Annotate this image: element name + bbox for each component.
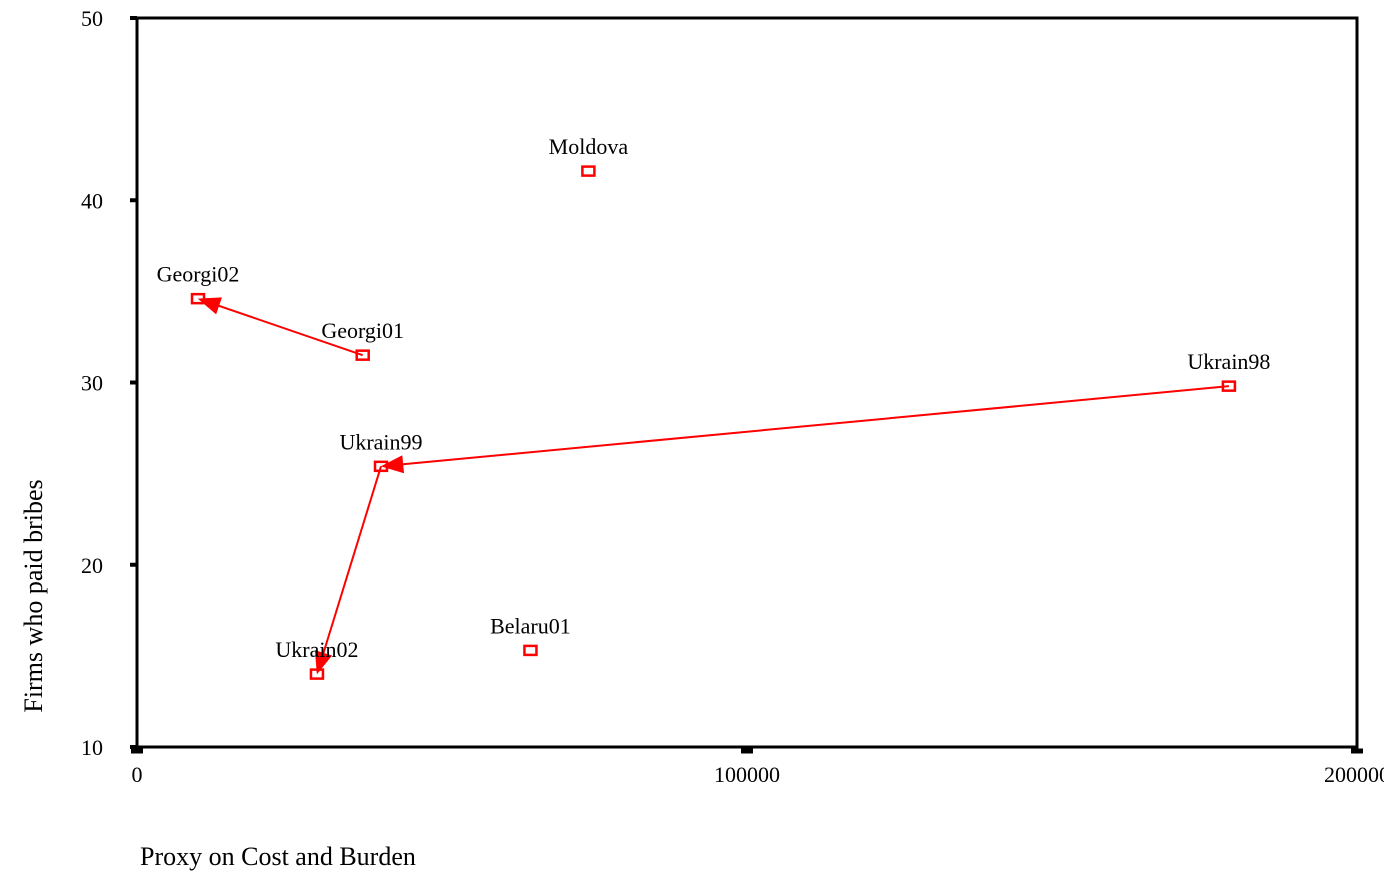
arrow-Georgi01-to-Georgi02 xyxy=(197,297,364,357)
label-Georgi01: Georgi01 xyxy=(321,318,404,343)
point-Ukrain98 xyxy=(1221,380,1237,392)
point-Georgi01 xyxy=(355,349,370,361)
axis-ticks: 10 20 30 40 50 0 100000 200000 xyxy=(81,6,1384,787)
point-labels: Moldova Georgi02 Georgi01 Ukrain98 Ukrain99 U… xyxy=(157,134,1271,662)
point-Georgi02 xyxy=(190,292,206,305)
y-tick-label: 50 xyxy=(81,6,103,31)
point-Ukrain02 xyxy=(309,668,325,680)
label-Ukrain02: Ukrain02 xyxy=(275,637,358,662)
y-tick-label: 30 xyxy=(81,371,103,396)
label-Ukrain98: Ukrain98 xyxy=(1187,349,1270,374)
arrow-Ukrain99-to-Ukrain02 xyxy=(314,466,382,675)
label-Georgi02: Georgi02 xyxy=(157,262,240,287)
point-Ukrain99 xyxy=(373,460,389,473)
x-tick-label: 100000 xyxy=(714,762,780,787)
y-tick-label: 10 xyxy=(81,735,103,760)
data-points xyxy=(190,165,1237,680)
arrows xyxy=(197,297,1229,675)
point-Moldova xyxy=(581,165,596,177)
x-tick-label: 0 xyxy=(132,762,143,787)
y-tick-label: 20 xyxy=(81,553,103,578)
x-tick-label: 200000 xyxy=(1324,762,1384,787)
point-Belaru01 xyxy=(523,644,538,657)
label-Moldova: Moldova xyxy=(549,134,629,159)
x-axis-title: Proxy on Cost and Burden xyxy=(140,842,416,871)
label-Belaru01: Belaru01 xyxy=(490,613,571,638)
arrow-Ukrain98-to-Ukrain99 xyxy=(380,385,1229,474)
y-axis-title: Firms who paid bribes xyxy=(19,479,48,713)
label-Ukrain99: Ukrain99 xyxy=(339,429,422,454)
y-tick-label: 40 xyxy=(81,188,103,213)
